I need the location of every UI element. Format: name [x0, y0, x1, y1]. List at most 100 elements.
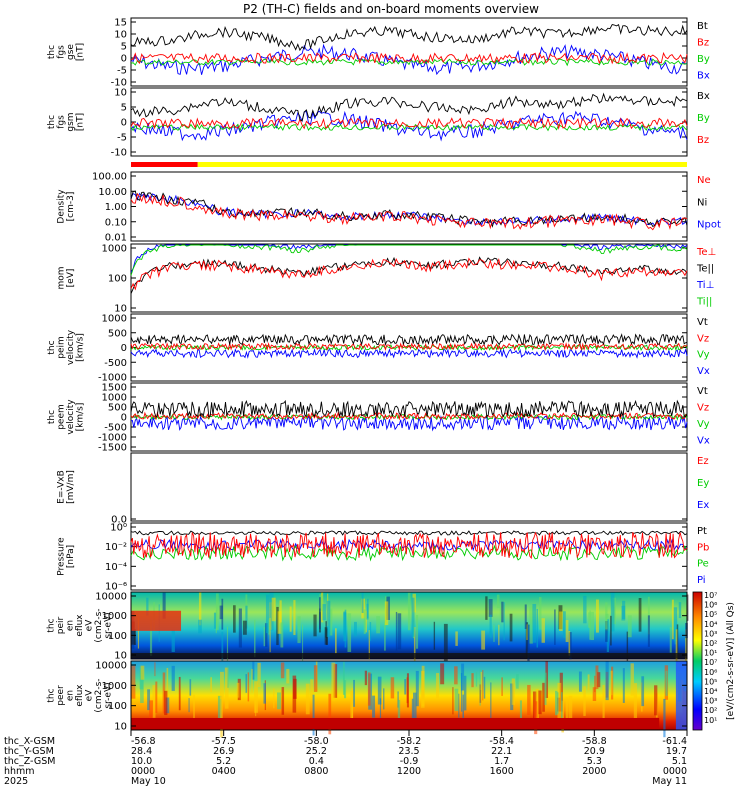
spectrogram-streak	[501, 677, 503, 696]
ephemeris-value: 5.2	[216, 756, 231, 767]
mode-bar-segment	[197, 162, 687, 167]
trace-by	[130, 123, 688, 132]
ephemeris-value: -57.5	[211, 736, 236, 747]
spectrogram-streak	[496, 594, 500, 609]
spectrogram-streak	[686, 594, 689, 621]
spectrogram-streak	[325, 621, 328, 638]
spectrogram-streak	[559, 611, 563, 631]
y-tick-label: 500	[108, 328, 127, 339]
y-tick-label: 10	[114, 651, 127, 662]
spectrogram-streak	[516, 674, 519, 689]
y-axis-label: thc	[47, 410, 57, 424]
spectrogram-streak	[276, 606, 279, 646]
colorbar-tick-label: 10⁷	[704, 591, 717, 600]
spectrogram-streak	[673, 607, 678, 642]
spectrogram-streak	[146, 597, 149, 616]
ephemeris-value: 0000	[663, 766, 687, 777]
spectrogram-streak	[364, 670, 368, 686]
spectrogram-streak	[251, 668, 253, 693]
spectrogram-streak	[310, 679, 314, 699]
spectrogram-streak	[568, 632, 572, 660]
spectrogram-streak	[397, 613, 402, 650]
spectrogram-streak	[610, 670, 613, 696]
spectrogram-streak	[188, 698, 190, 713]
spectrogram-streak	[641, 676, 645, 707]
spectrogram-streak	[538, 690, 542, 715]
trace-by	[130, 58, 688, 67]
ephemeris-row-label: thc_X-GSM	[4, 736, 55, 747]
spectrogram-streak	[480, 671, 483, 690]
spectrogram-streak	[596, 599, 599, 633]
y-axis-label: [km/s]	[75, 403, 85, 432]
y-axis-label: thc	[47, 45, 57, 59]
spectrogram-streak	[568, 695, 573, 727]
spectrogram-streak	[452, 687, 454, 715]
trace-bz	[130, 51, 688, 65]
ephemeris-value: 5.3	[587, 756, 602, 767]
spectrogram-streak	[137, 617, 140, 649]
legend-entry: Pb	[697, 542, 709, 553]
colorbar-tick-label: 10⁴	[704, 687, 717, 696]
colorbar-tick-label: 10²	[704, 706, 717, 715]
spectrogram-streak	[557, 682, 562, 719]
y-tick-label: 10⁰	[110, 523, 127, 534]
spectrogram-streak	[227, 666, 229, 688]
spectrogram-streak	[633, 683, 638, 724]
spectrogram-streak	[353, 679, 356, 707]
spectrogram-streak	[384, 601, 389, 626]
colorbar-scale	[692, 591, 703, 731]
y-axis-label: fgs	[56, 115, 66, 129]
ephemeris-value: 0400	[212, 766, 236, 777]
trace-vx	[130, 414, 688, 432]
ephemeris-value: -58.0	[304, 736, 329, 747]
spectrogram-streak	[654, 685, 658, 716]
spectrogram-streak	[149, 620, 153, 656]
colorbar-tick-label: 10⁴	[704, 620, 717, 629]
spectrogram-streak	[365, 610, 367, 633]
y-axis-label: eV	[85, 689, 95, 702]
plot-title: P2 (TH-C) fields and on-board moments ov…	[243, 2, 539, 16]
spectrogram-streak	[215, 593, 219, 631]
spectrogram-streak	[488, 599, 493, 617]
ephemeris-value: -58.2	[397, 736, 422, 747]
spectrogram-streak	[669, 627, 672, 653]
y-tick-label: -10	[111, 148, 127, 159]
spectrogram-streak	[328, 693, 332, 735]
spectrogram-streak	[674, 630, 677, 645]
y-axis-label: (cm2-s-	[94, 678, 104, 712]
legend-entry: Vy	[697, 350, 710, 361]
y-axis-label: Density	[56, 189, 66, 224]
legend-entry: By	[697, 113, 710, 124]
colorbar-label: [eV/(cm2-s-sr-eV)] (All Qs)	[726, 602, 736, 720]
y-tick-label: 0	[121, 343, 127, 354]
legend-entry: Vz	[697, 333, 709, 344]
ephemeris-value: -58.4	[489, 736, 514, 747]
spectrogram-streak	[289, 606, 292, 632]
y-axis-label: peer	[56, 685, 66, 706]
spectrogram-streak	[213, 612, 217, 629]
spectrogram-streak	[155, 681, 158, 713]
spectrogram-streak	[131, 665, 136, 699]
colorbar-tick-label: 10⁶	[704, 601, 717, 610]
spectrogram-streak	[454, 666, 458, 685]
y-tick-label: 5	[121, 103, 127, 114]
spectrogram-streak	[233, 605, 236, 633]
y-axis-label: velocity	[66, 329, 76, 365]
spectrogram-streak	[265, 594, 270, 634]
spectrogram-feature	[131, 610, 182, 631]
y-axis-label: en	[66, 690, 76, 701]
spectrogram-streak	[440, 663, 445, 685]
spectrogram-streak	[421, 670, 425, 708]
trace-vz	[130, 411, 688, 421]
spectrogram-streak	[415, 615, 419, 649]
spectrogram-streak	[293, 600, 296, 636]
trace-vx	[130, 347, 688, 359]
spectrogram-streak	[415, 670, 419, 707]
y-tick-label: 10000	[95, 661, 127, 672]
ephemeris-value: 5.1	[672, 756, 687, 767]
spectrogram-streak	[665, 670, 668, 696]
spectrogram-streak	[342, 661, 345, 695]
spectrogram-streak	[527, 624, 530, 664]
spectrogram-feature	[675, 661, 687, 730]
spectrogram-streak	[511, 678, 515, 705]
